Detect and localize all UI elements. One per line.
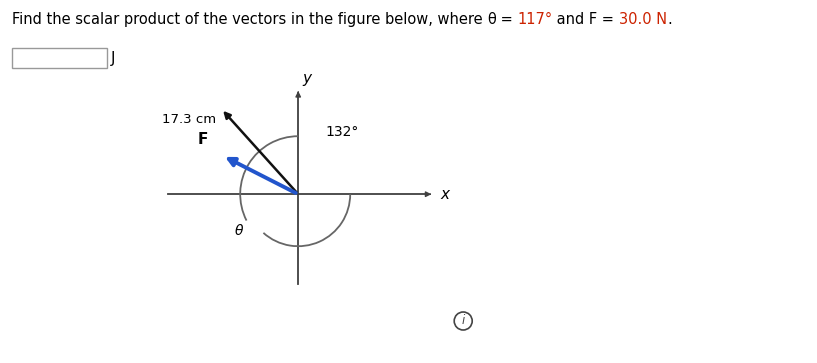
Text: θ: θ — [487, 12, 496, 27]
Text: and F =: and F = — [552, 12, 619, 27]
Text: θ: θ — [234, 224, 243, 238]
Text: J: J — [111, 50, 115, 65]
Text: 30.0 N: 30.0 N — [619, 12, 667, 27]
Text: i: i — [462, 314, 465, 327]
Text: .: . — [667, 12, 672, 27]
Text: F: F — [198, 132, 208, 147]
Text: x: x — [440, 187, 449, 202]
Text: 17.3 cm: 17.3 cm — [162, 113, 217, 126]
Text: =: = — [496, 12, 517, 27]
Bar — [12, 48, 107, 68]
Text: y: y — [302, 71, 311, 86]
Text: Find the scalar product of the vectors in the figure below, where: Find the scalar product of the vectors i… — [12, 12, 487, 27]
Text: 132°: 132° — [326, 125, 359, 139]
Text: 117°: 117° — [517, 12, 552, 27]
